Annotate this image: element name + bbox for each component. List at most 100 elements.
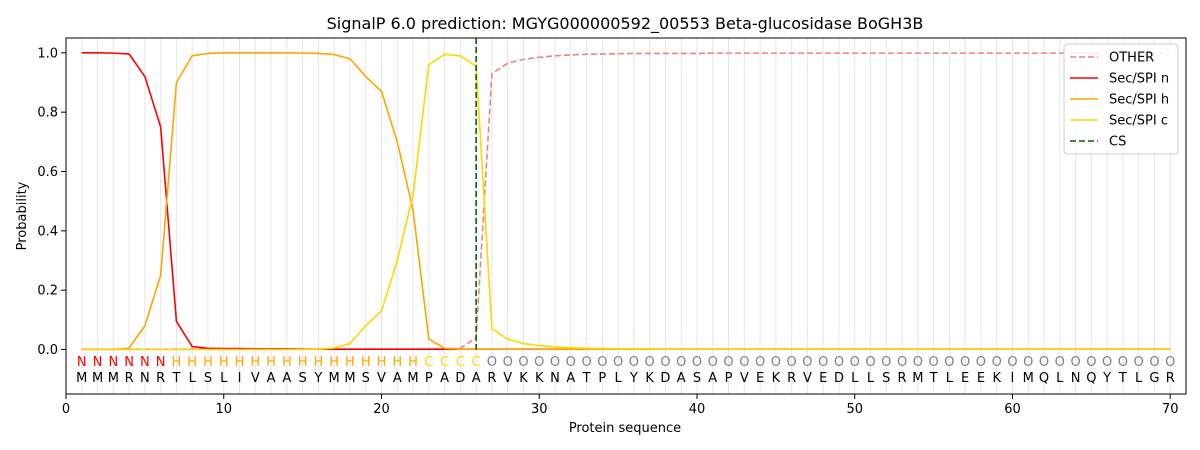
region-label: O — [960, 355, 970, 370]
region-label: O — [629, 355, 639, 370]
region-label: O — [723, 355, 733, 370]
region-label: O — [1149, 355, 1159, 370]
residue-label: N — [550, 371, 560, 386]
region-label: O — [881, 355, 891, 370]
residue-label: V — [803, 371, 812, 386]
residue-label: L — [220, 371, 228, 386]
region-label: O — [771, 355, 781, 370]
region-label: O — [739, 355, 749, 370]
x-tick-label: 10 — [215, 402, 232, 417]
residue-label: V — [251, 371, 260, 386]
legend-label: Sec/SPI h — [1109, 93, 1169, 108]
chart-title: SignalP 6.0 prediction: MGYG000000592_00… — [327, 14, 924, 34]
y-tick-label: 0.6 — [37, 165, 58, 180]
sequence-label-layer: NMNMNMNRNNNRHTHLHSHLHIHVHAHAHSHYHMHMHSHV… — [76, 355, 1175, 386]
y-tick-label: 0.4 — [37, 224, 58, 239]
residue-label: Y — [629, 371, 638, 386]
region-label: H — [219, 355, 229, 370]
residue-label: A — [708, 371, 717, 386]
residue-label: L — [867, 371, 875, 386]
residue-label: T — [582, 371, 591, 386]
residue-label: E — [819, 371, 827, 386]
residue-label: K — [535, 371, 544, 386]
residue-label: S — [882, 371, 890, 386]
residue-label: Y — [313, 371, 322, 386]
region-label: O — [708, 355, 718, 370]
residue-label: V — [740, 371, 749, 386]
residue-label: M — [344, 371, 355, 386]
residue-label: A — [566, 371, 575, 386]
residue-label: S — [204, 371, 212, 386]
legend-label: Sec/SPI n — [1109, 72, 1169, 87]
residue-label: K — [519, 371, 528, 386]
residue-label: M — [108, 371, 119, 386]
region-label: N — [156, 355, 166, 370]
residue-label: M — [912, 371, 923, 386]
residue-label: T — [929, 371, 938, 386]
axis-layer: 0 10 20 30 40 50 60 70 0.0 0.2 0.4 0.6 0.8 1.0 — [37, 46, 1178, 417]
region-label: H — [314, 355, 324, 370]
legend-box — [1063, 43, 1179, 155]
residue-label: K — [992, 371, 1001, 386]
residue-label: D — [660, 371, 670, 386]
residue-label: A — [282, 371, 291, 386]
x-axis-label: Protein sequence — [569, 421, 681, 436]
region-label: O — [992, 355, 1002, 370]
region-label: H — [377, 355, 387, 370]
y-tick-label: 0.0 — [37, 343, 58, 358]
x-tick-label: 40 — [689, 402, 706, 417]
residue-label: M — [92, 371, 103, 386]
residue-label: L — [946, 371, 954, 386]
residue-label: P — [425, 371, 433, 386]
region-label: O — [913, 355, 923, 370]
region-label: H — [172, 355, 182, 370]
region-label: O — [897, 355, 907, 370]
residue-label: D — [834, 371, 844, 386]
x-tick-label: 60 — [1004, 402, 1021, 417]
residue-label: A — [472, 371, 481, 386]
residue-label: E — [961, 371, 969, 386]
region-label: O — [1102, 355, 1112, 370]
region-label: O — [944, 355, 954, 370]
region-label: N — [93, 355, 103, 370]
y-tick-label: 0.2 — [37, 284, 58, 299]
residue-label: R — [898, 371, 907, 386]
residue-label: M — [76, 371, 87, 386]
x-tick-label: 20 — [373, 402, 390, 417]
residue-label: R — [787, 371, 796, 386]
region-label: O — [755, 355, 765, 370]
region-label: H — [235, 355, 245, 370]
residue-label: S — [362, 371, 370, 386]
residue-label: R — [125, 371, 134, 386]
residue-label: L — [851, 371, 859, 386]
residue-label: S — [298, 371, 306, 386]
residue-label: L — [189, 371, 197, 386]
region-label: O — [1165, 355, 1175, 370]
residue-label: P — [598, 371, 606, 386]
region-label: O — [581, 355, 591, 370]
region-label: O — [976, 355, 986, 370]
region-label: O — [597, 355, 607, 370]
residue-label: Q — [1039, 371, 1049, 386]
residue-label: I — [238, 371, 242, 386]
region-label: O — [550, 355, 560, 370]
residue-label: N — [140, 371, 150, 386]
region-label: H — [345, 355, 355, 370]
residue-label: N — [1071, 371, 1081, 386]
region-label: O — [660, 355, 670, 370]
region-label: O — [928, 355, 938, 370]
residue-label: Q — [1086, 371, 1096, 386]
residue-label: M — [329, 371, 340, 386]
region-label: H — [266, 355, 276, 370]
region-label: O — [787, 355, 797, 370]
region-label: O — [645, 355, 655, 370]
region-label: O — [1055, 355, 1065, 370]
region-label: O — [834, 355, 844, 370]
region-label: H — [187, 355, 197, 370]
legend-label: OTHER — [1109, 51, 1154, 66]
y-axis-label: Probability — [15, 181, 30, 250]
region-label: O — [487, 355, 497, 370]
region-label: O — [613, 355, 623, 370]
residue-label: E — [756, 371, 764, 386]
residue-label: T — [171, 371, 180, 386]
